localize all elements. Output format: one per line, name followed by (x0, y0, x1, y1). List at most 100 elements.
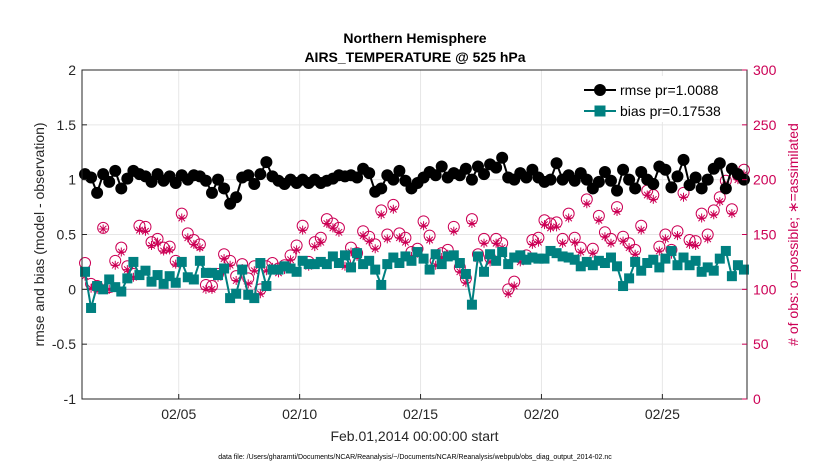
bias-marker (696, 266, 707, 277)
legend-box (580, 76, 742, 122)
assimilated-obs-marker (455, 267, 465, 277)
assimilated-obs-marker (672, 231, 682, 241)
bias-marker (140, 265, 151, 276)
bias-marker (116, 286, 127, 297)
assimilated-obs-marker (624, 243, 634, 253)
bias-marker (122, 273, 133, 284)
bias-marker (346, 262, 357, 273)
assimilated-obs-marker (703, 234, 713, 244)
bias-marker (424, 264, 435, 275)
y-tick-label: 0.5 (57, 227, 77, 243)
assimilated-obs-marker (140, 226, 150, 236)
bias-marker (563, 252, 574, 263)
bias-marker (460, 268, 471, 279)
x-axis-label: Feb.01,2014 00:00:00 start (330, 428, 498, 444)
bias-marker (708, 265, 719, 276)
bias-marker (412, 247, 423, 258)
assimilated-obs-marker (491, 238, 501, 248)
assimilated-obs-marker (328, 223, 338, 233)
bias-marker (128, 256, 139, 267)
assimilated-obs-marker (189, 239, 199, 249)
bias-marker (182, 272, 193, 283)
y2-tick-label: 50 (753, 336, 769, 352)
bias-marker (575, 261, 586, 272)
rmse-marker (199, 174, 212, 187)
bias-marker (249, 293, 260, 304)
bias-marker (720, 245, 731, 256)
bias-marker (358, 259, 369, 270)
legend-bias-label: bias pr=0.17538 (620, 103, 721, 119)
assimilated-obs-marker (364, 236, 374, 246)
assimilated-obs-marker (425, 235, 435, 245)
bias-marker (152, 270, 163, 281)
bias-marker (430, 249, 441, 260)
bias-marker (206, 267, 217, 278)
bias-marker (726, 271, 737, 282)
assimilated-obs-marker (654, 246, 664, 256)
bias-marker (225, 293, 236, 304)
rmse-marker (248, 178, 261, 191)
bias-marker (605, 252, 616, 263)
assimilated-obs-marker (147, 240, 157, 250)
data-file-footnote: data file: /Users/gharamti/Documents/NCA… (218, 454, 612, 461)
bias-marker (684, 260, 695, 271)
bias-marker (194, 255, 205, 266)
assimilated-obs-marker (727, 209, 737, 219)
bias-marker (442, 251, 453, 262)
bias-marker (339, 250, 350, 261)
y-tick-label: 2 (68, 62, 76, 78)
rmse-marker (242, 169, 255, 182)
assimilated-obs-marker (286, 255, 296, 265)
rmse-marker (689, 171, 702, 184)
bias-marker (237, 264, 248, 275)
y2-tick-label: 100 (753, 281, 777, 297)
rmse-marker (230, 191, 243, 204)
y-axis-label: rmse and bias (model - observation) (31, 122, 47, 346)
bias-marker (581, 256, 592, 267)
rmse-marker (212, 173, 225, 186)
bias-marker (654, 262, 665, 273)
x-tick-label: 02/15 (403, 406, 438, 422)
assimilated-obs-marker (370, 244, 380, 254)
assimilated-obs-marker (515, 257, 525, 267)
assimilated-obs-marker (207, 284, 217, 294)
rmse-marker (435, 160, 448, 173)
rmse-marker (611, 184, 624, 197)
assimilated-obs-marker (225, 260, 235, 270)
bias-marker (213, 270, 224, 281)
rmse-marker (604, 174, 617, 187)
bias-marker (134, 270, 145, 281)
assimilated-obs-marker (437, 253, 447, 263)
tick-layer: -1 -0.5 0 0.5 1 1.5 2 0 50 100 150 200 250 300 02/05 02… (52, 62, 777, 422)
bias-marker (503, 259, 514, 270)
bias-marker (636, 265, 647, 276)
bias-marker (388, 252, 399, 263)
rmse-marker (260, 156, 273, 169)
rmse-marker (115, 182, 128, 195)
bias-marker (527, 252, 538, 263)
assimilated-obs-marker (697, 213, 707, 223)
bias-marker (104, 274, 115, 285)
bias-marker (86, 302, 97, 313)
bias-marker (539, 253, 550, 264)
assimilated-obs-marker (201, 284, 211, 294)
assimilated-obs-marker (612, 206, 622, 216)
rmse-marker (459, 162, 472, 175)
assimilated-obs-marker (600, 232, 610, 242)
assimilated-obs-marker (249, 266, 259, 276)
assimilated-obs-marker (588, 248, 598, 258)
assimilated-obs-marker (709, 210, 719, 220)
rmse-marker (544, 173, 557, 186)
bias-marker (660, 253, 671, 264)
bias-marker (497, 247, 508, 258)
bias-marker (545, 245, 556, 256)
bias-marker (630, 256, 641, 267)
rmse-marker (393, 164, 406, 177)
bias-marker (333, 258, 344, 269)
assimilated-obs-marker (485, 257, 495, 267)
assimilated-obs-marker (153, 237, 163, 247)
rmse-marker (695, 182, 708, 195)
assimilated-obs-marker (449, 226, 459, 236)
bias-marker (648, 254, 659, 265)
bias-marker (98, 284, 109, 295)
